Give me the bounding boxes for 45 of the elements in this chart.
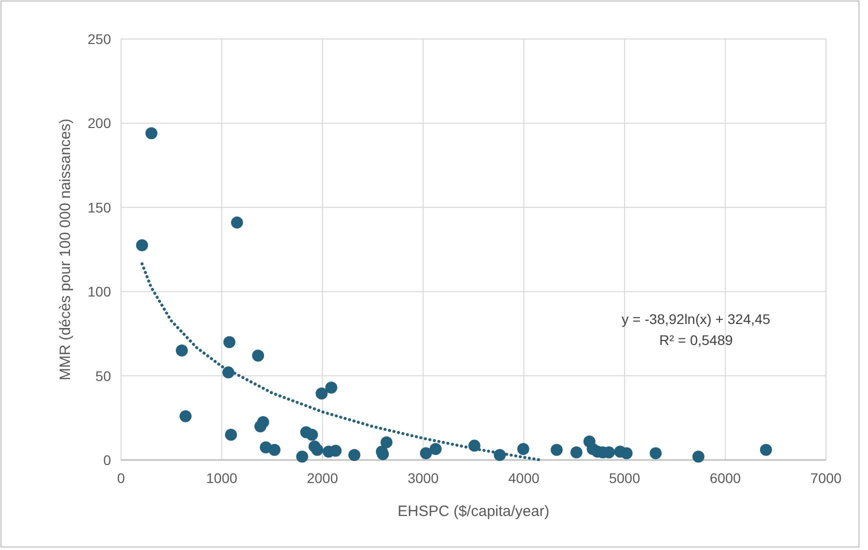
point xyxy=(325,382,338,394)
point xyxy=(296,450,308,463)
point xyxy=(380,436,392,448)
point xyxy=(223,336,236,348)
y-tick-label: 250 xyxy=(88,31,112,47)
point xyxy=(517,443,530,456)
x-tick-label: 0 xyxy=(117,470,126,486)
point xyxy=(176,344,188,357)
annotation: y = -38,92ln(x) + 324,45 xyxy=(622,311,771,327)
point xyxy=(760,444,772,456)
point xyxy=(252,350,264,362)
point xyxy=(224,428,237,441)
x-tick-label: 6000 xyxy=(710,470,742,486)
y-axis-title: MMR (décès pour 100 000 naissances) xyxy=(57,118,74,380)
x-tick-label: 7000 xyxy=(810,470,842,486)
point xyxy=(430,443,442,456)
x-tick-label: 2000 xyxy=(306,470,338,486)
point xyxy=(620,447,633,460)
x-tick-label: 3000 xyxy=(408,470,439,486)
y-tick-label: 150 xyxy=(88,199,112,216)
point xyxy=(692,450,704,463)
point xyxy=(254,420,266,432)
point xyxy=(136,239,148,252)
point xyxy=(231,216,244,229)
point xyxy=(268,444,280,456)
point xyxy=(570,446,582,458)
point xyxy=(550,444,563,456)
point xyxy=(420,447,432,460)
line-series xyxy=(140,262,542,462)
annotation: R² = 0,5489 xyxy=(659,332,733,348)
point xyxy=(180,410,192,422)
x-tick-label: 4000 xyxy=(508,470,540,486)
point xyxy=(311,444,324,456)
y-tick-label: 50 xyxy=(95,368,112,384)
y-tick-label: 200 xyxy=(88,115,112,132)
point xyxy=(348,448,360,461)
y-tick-label: 100 xyxy=(88,284,112,300)
x-tick-label: 1000 xyxy=(206,470,238,486)
y-tick-label: 0 xyxy=(103,452,112,468)
point xyxy=(145,127,158,140)
x-axis-title: EHSPC ($/capita/year) xyxy=(398,503,550,520)
point xyxy=(316,387,328,400)
point xyxy=(650,447,662,460)
x-tick-label: 5000 xyxy=(608,470,640,486)
point xyxy=(306,428,318,441)
